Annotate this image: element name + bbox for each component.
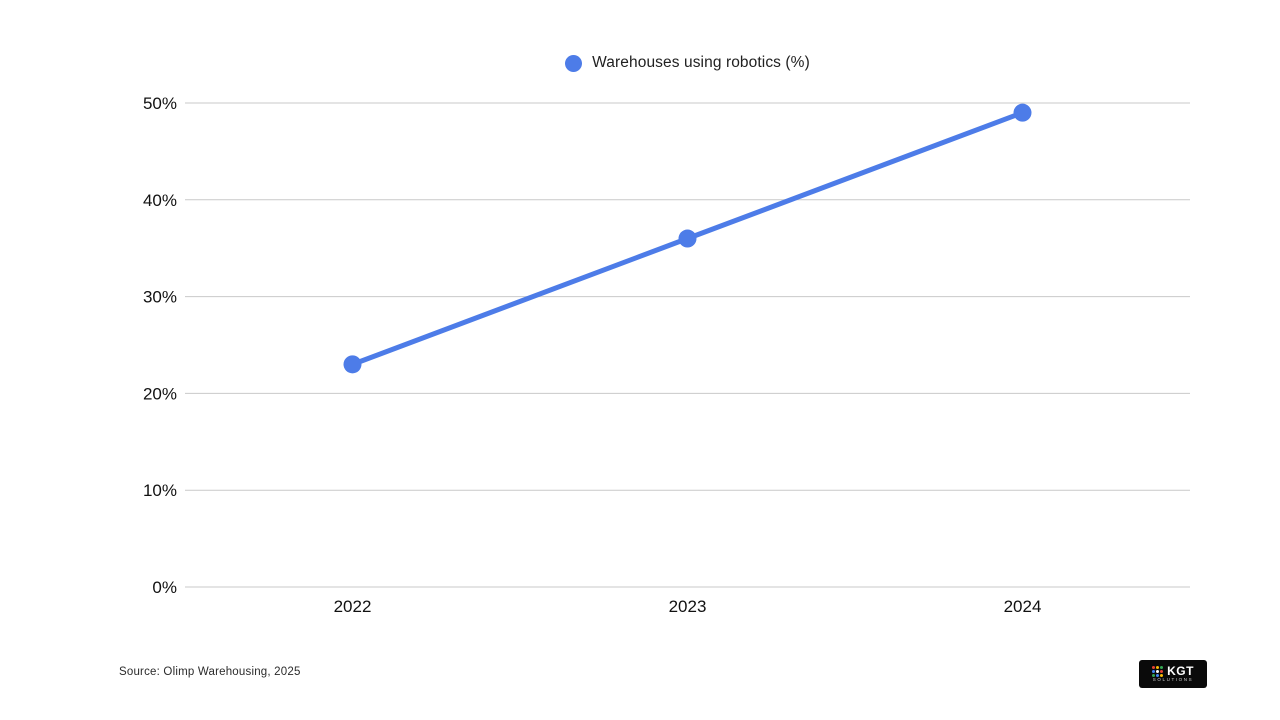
logo-text: KGT: [1167, 664, 1194, 679]
data-point: [343, 355, 362, 374]
x-tick-label: 2024: [1004, 597, 1042, 616]
y-tick-label: 40%: [143, 191, 177, 210]
x-tick-label: 2023: [669, 597, 707, 616]
logo-dots-icon: [1152, 665, 1164, 677]
legend-label: Warehouses using robotics (%): [592, 54, 810, 71]
chart-legend: Warehouses using robotics (%): [185, 54, 1190, 72]
y-tick-label: 0%: [152, 578, 177, 597]
data-point: [1013, 103, 1032, 122]
y-tick-label: 10%: [143, 481, 177, 500]
y-tick-label: 20%: [143, 384, 177, 403]
brand-logo: KGT SOLUTIONS: [1139, 660, 1207, 688]
x-tick-label: 2022: [334, 597, 372, 616]
source-note: Source: Olimp Warehousing, 2025: [119, 666, 301, 678]
y-tick-label: 30%: [143, 288, 177, 307]
brand-logo-row: KGT: [1152, 665, 1194, 677]
y-tick-label: 50%: [143, 94, 177, 113]
logo-subtext: SOLUTIONS: [1152, 677, 1194, 683]
data-point: [678, 229, 697, 248]
legend-marker-icon: [565, 54, 583, 72]
